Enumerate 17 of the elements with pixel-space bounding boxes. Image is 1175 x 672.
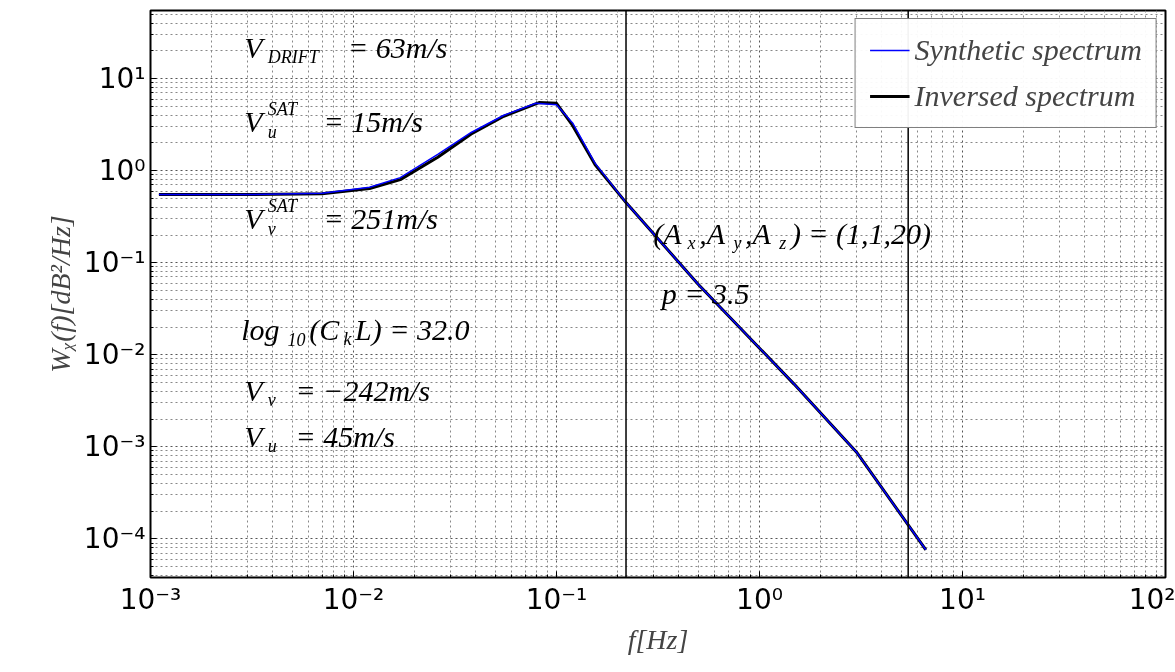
x-tick-label: 10⁰ — [736, 582, 783, 616]
x-tick-label: 10⁻² — [322, 582, 385, 616]
y-tick-label: 10⁻¹ — [83, 246, 146, 280]
y-tick-label: 10⁻³ — [83, 430, 146, 464]
x-tick-label: 10⁻¹ — [525, 582, 588, 616]
legend-label: Inversed spectrum — [914, 79, 1136, 113]
y-tick-label: 10⁰ — [98, 154, 146, 188]
y-tick-label: 10¹ — [98, 62, 146, 96]
legend-label: Synthetic spectrum — [914, 33, 1142, 67]
y-tick-label: 10⁻² — [83, 338, 146, 372]
x-tick-label: 10¹ — [939, 582, 986, 616]
annotation: p = 3.5 — [659, 277, 750, 311]
y-axis-title: Wᵪ(f)[dB²/Hz] — [44, 215, 76, 373]
x-tick-label: 10² — [1128, 582, 1175, 616]
y-tick-label: 10⁻⁴ — [83, 522, 146, 556]
x-tick-label: 10⁻³ — [119, 582, 182, 616]
x-axis-title: f[Hz] — [627, 623, 689, 655]
